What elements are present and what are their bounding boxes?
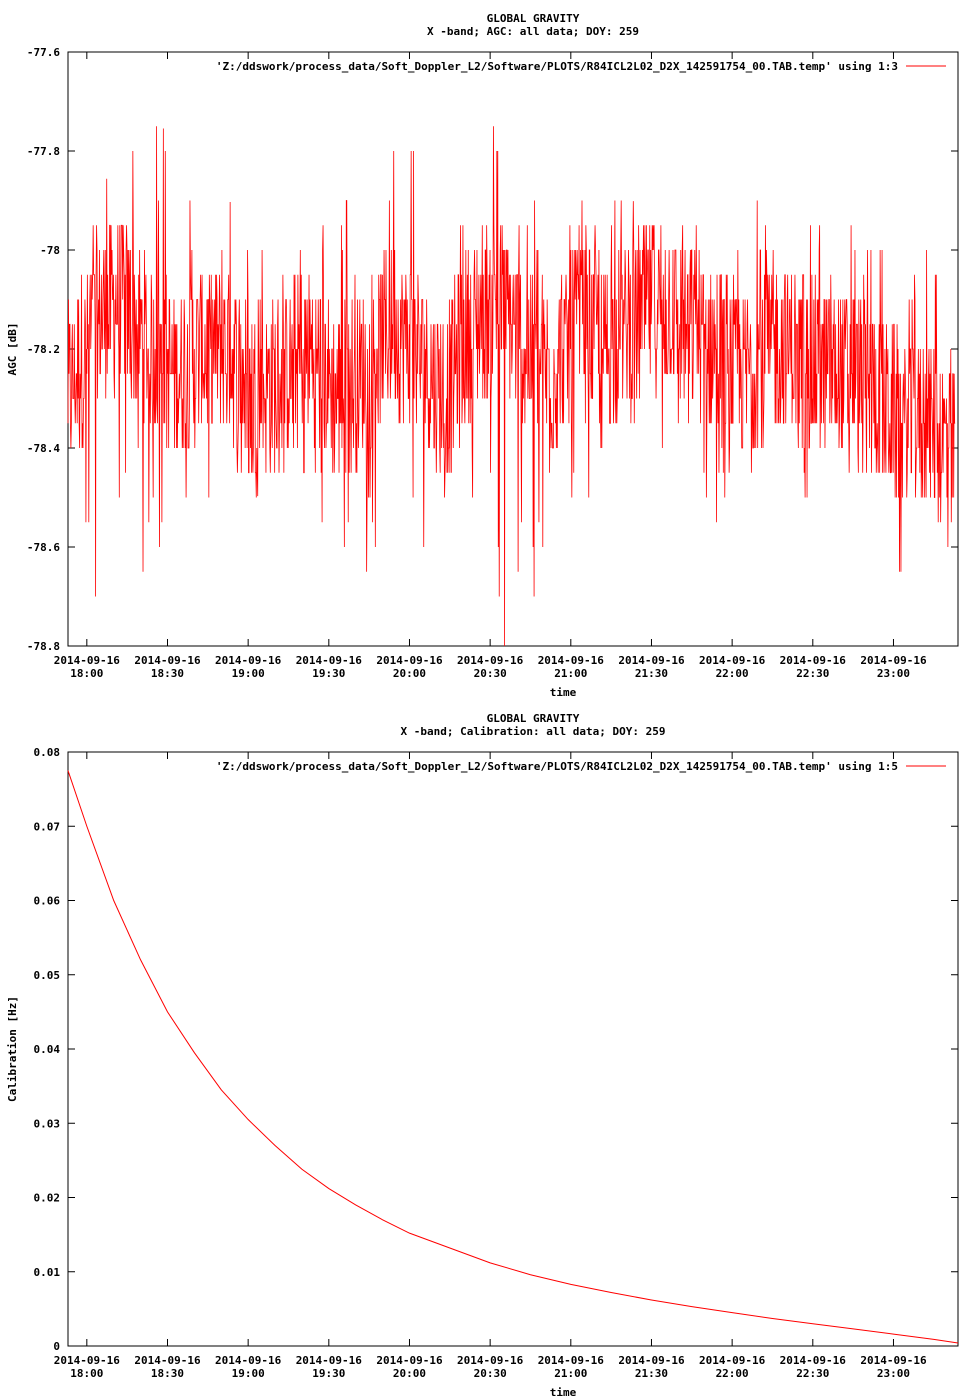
x-tick-time: 22:30	[796, 1367, 829, 1380]
x-tick-time: 20:00	[393, 1367, 426, 1380]
chart-title: GLOBAL GRAVITY	[487, 12, 580, 25]
legend-label: 'Z:/ddswork/process_data/Soft_Doppler_L2…	[216, 760, 898, 773]
x-tick-date: 2014-09-16	[780, 1354, 847, 1367]
x-tick-date: 2014-09-16	[134, 1354, 201, 1367]
y-tick-label: -78.6	[27, 541, 60, 554]
x-tick-date: 2014-09-16	[54, 654, 121, 667]
x-tick-time: 22:00	[716, 667, 749, 680]
x-tick-time: 20:30	[474, 667, 507, 680]
x-tick-date: 2014-09-16	[54, 1354, 121, 1367]
x-tick-time: 19:30	[312, 1367, 345, 1380]
x-tick-date: 2014-09-16	[134, 654, 201, 667]
y-axis-label: Calibration [Hz]	[6, 996, 19, 1102]
y-tick-label: 0.02	[34, 1192, 61, 1205]
y-tick-label: 0.03	[34, 1117, 61, 1130]
x-tick-date: 2014-09-16	[215, 1354, 282, 1367]
x-tick-date: 2014-09-16	[376, 1354, 443, 1367]
x-tick-time: 21:00	[554, 667, 587, 680]
x-tick-time: 18:00	[70, 1367, 103, 1380]
x-tick-date: 2014-09-16	[618, 654, 685, 667]
y-tick-label: -78.2	[27, 343, 60, 356]
chart-title: GLOBAL GRAVITY	[487, 712, 580, 725]
x-tick-time: 20:00	[393, 667, 426, 680]
plot-frame	[67, 751, 959, 1347]
x-tick-date: 2014-09-16	[538, 1354, 605, 1367]
x-tick-time: 20:30	[474, 1367, 507, 1380]
x-tick-date: 2014-09-16	[215, 654, 282, 667]
x-tick-time: 22:30	[796, 667, 829, 680]
x-tick-date: 2014-09-16	[699, 654, 766, 667]
x-tick-time: 19:00	[232, 667, 265, 680]
y-tick-label: -77.6	[27, 46, 60, 59]
chart-subtitle: X -band; AGC: all data; DOY: 259	[427, 25, 639, 38]
x-axis-label: time	[550, 686, 577, 699]
x-tick-date: 2014-09-16	[296, 1354, 363, 1367]
x-tick-date: 2014-09-16	[296, 654, 363, 667]
y-tick-label: -78	[40, 244, 60, 257]
x-tick-date: 2014-09-16	[860, 1354, 927, 1367]
x-tick-date: 2014-09-16	[780, 654, 847, 667]
x-axis-label: time	[550, 1386, 577, 1399]
series-line	[67, 126, 956, 647]
x-tick-date: 2014-09-16	[457, 654, 524, 667]
x-tick-date: 2014-09-16	[618, 1354, 685, 1367]
y-tick-label: 0.07	[34, 820, 61, 833]
x-tick-time: 21:30	[635, 1367, 668, 1380]
y-tick-label: -78.4	[27, 442, 60, 455]
x-tick-time: 19:00	[232, 1367, 265, 1380]
x-tick-date: 2014-09-16	[538, 654, 605, 667]
y-tick-label: 0.04	[34, 1043, 61, 1056]
x-tick-date: 2014-09-16	[457, 1354, 524, 1367]
y-tick-label: 0.08	[34, 746, 61, 759]
x-tick-time: 22:00	[716, 1367, 749, 1380]
legend-label: 'Z:/ddswork/process_data/Soft_Doppler_L2…	[216, 60, 898, 73]
x-tick-time: 23:00	[877, 1367, 910, 1380]
y-tick-label: 0.06	[34, 895, 61, 908]
x-tick-time: 18:00	[70, 667, 103, 680]
x-tick-time: 18:30	[151, 667, 184, 680]
x-tick-time: 23:00	[877, 667, 910, 680]
x-tick-time: 21:30	[635, 667, 668, 680]
series-line	[67, 770, 959, 1344]
x-tick-date: 2014-09-16	[699, 1354, 766, 1367]
x-tick-date: 2014-09-16	[376, 654, 443, 667]
x-tick-time: 19:30	[312, 667, 345, 680]
x-tick-time: 18:30	[151, 1367, 184, 1380]
y-tick-label: 0.01	[34, 1266, 61, 1279]
y-tick-label: 0	[53, 1340, 60, 1353]
chart-subtitle: X -band; Calibration: all data; DOY: 259	[401, 725, 666, 738]
x-tick-time: 21:00	[554, 1367, 587, 1380]
y-tick-label: -77.8	[27, 145, 60, 158]
y-axis-label: AGC [dB]	[6, 323, 19, 376]
x-tick-date: 2014-09-16	[860, 654, 927, 667]
y-tick-label: -78.8	[27, 640, 60, 653]
y-tick-label: 0.05	[34, 969, 61, 982]
